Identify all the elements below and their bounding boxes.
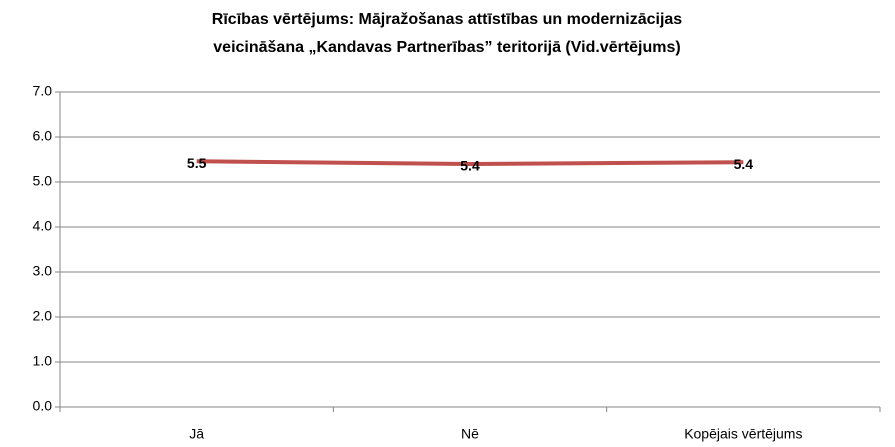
y-tick-label: 4.0	[33, 218, 53, 234]
y-tick-label: 6.0	[33, 128, 53, 144]
y-tick-label: 7.0	[33, 83, 53, 99]
series-line	[196, 159, 744, 166]
y-tick-label: 5.0	[33, 173, 53, 189]
x-tick-label: Kopējais vērtējums	[684, 426, 802, 442]
chart-title: veicināšana „Kandavas Partnerības” terit…	[213, 39, 680, 56]
chart-title: Rīcības vērtējums: Mājražošanas attīstīb…	[212, 11, 682, 28]
y-tick-label: 2.0	[33, 308, 53, 324]
data-label: 5.4	[734, 156, 754, 172]
data-label: 5.4	[460, 158, 480, 174]
y-tick-label: 0.0	[33, 398, 53, 414]
y-tick-label: 3.0	[33, 263, 53, 279]
x-tick-label: Jā	[189, 426, 204, 442]
x-tick-label: Nē	[461, 426, 479, 442]
data-label: 5.5	[187, 155, 207, 171]
y-tick-label: 1.0	[33, 353, 53, 369]
